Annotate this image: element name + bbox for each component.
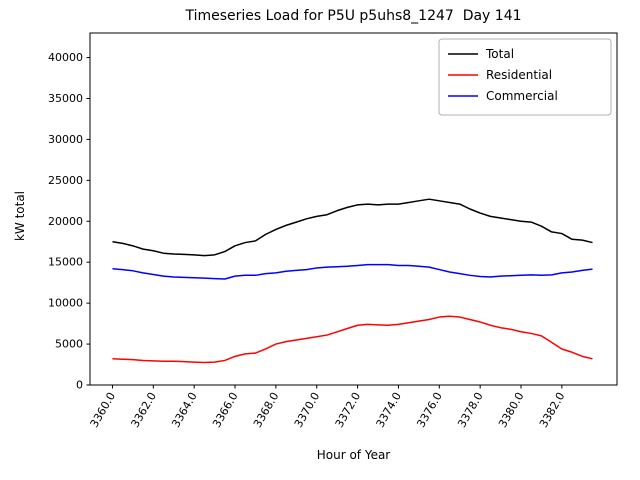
legend-label-total: Total [485, 47, 514, 61]
series-line-total [112, 198, 593, 257]
y-tick-label: 15000 [48, 256, 83, 269]
series-line-commercial [112, 263, 593, 280]
x-axis-label: Hour of Year [316, 448, 391, 462]
y-tick-label: 10000 [48, 297, 83, 310]
legend-box [438, 38, 612, 116]
y-tick-label: 40000 [48, 51, 83, 64]
x-tick-label: 3374.0 [374, 390, 405, 430]
x-tick-label: 3364.0 [169, 390, 200, 430]
x-tick-label: 3368.0 [251, 390, 282, 430]
x-tick-label: 3378.0 [455, 390, 486, 430]
y-axis-label: kW total [13, 190, 27, 242]
x-tick-label: 3362.0 [128, 390, 159, 430]
x-tick-label: 3376.0 [414, 390, 445, 430]
x-tick-label: 3360.0 [88, 390, 119, 430]
x-tick-label: 3366.0 [210, 390, 241, 430]
y-tick-label: 0 [76, 379, 83, 392]
chart-title: Timeseries Load for P5U p5uhs8_1247 Day … [185, 8, 522, 24]
legend-label-residential: Residential [486, 68, 552, 82]
legend-label-commercial: Commercial [486, 89, 558, 103]
x-tick-label: 3380.0 [496, 390, 527, 430]
axes-frame [89, 32, 618, 386]
y-tick-label: 30000 [48, 133, 83, 146]
x-tick-label: 3382.0 [537, 390, 568, 430]
x-tick-label: 3370.0 [292, 390, 323, 430]
x-tick-label: 3372.0 [333, 390, 364, 430]
y-tick-label: 5000 [55, 338, 83, 351]
y-tick-label: 20000 [48, 215, 83, 228]
series-line-residential [112, 315, 593, 364]
y-tick-label: 35000 [48, 92, 83, 105]
y-tick-label: 25000 [48, 174, 83, 187]
